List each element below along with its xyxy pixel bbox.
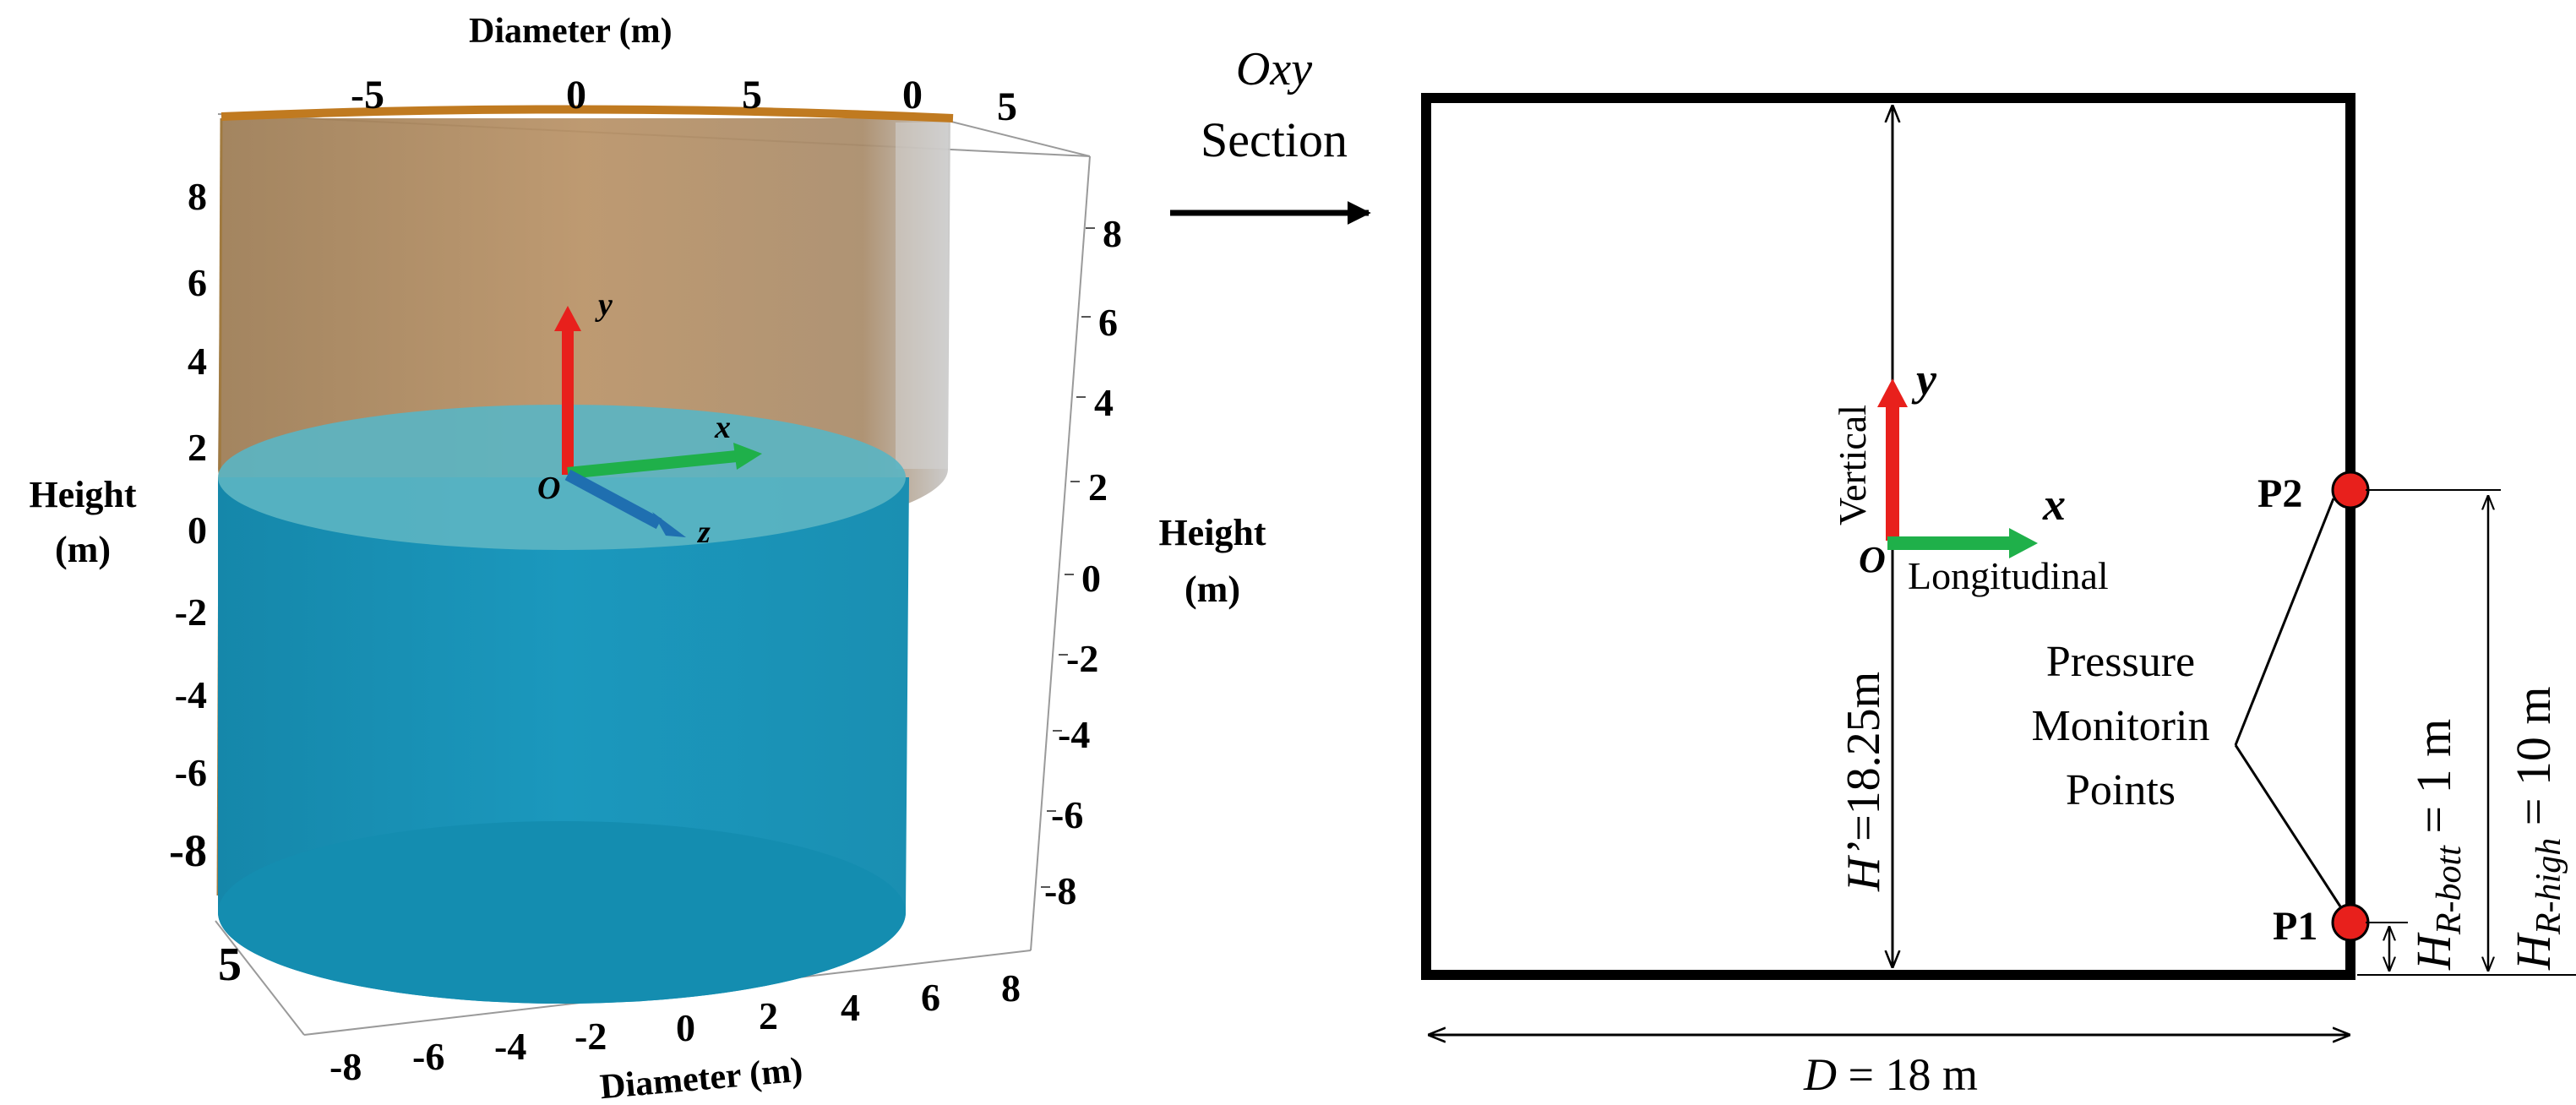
left-axis-title: Height: [29, 474, 136, 515]
axis-z-label: z: [696, 514, 711, 550]
top-axis-title: Diameter (m): [469, 12, 673, 51]
top-axis-ticks: -5 0 5 0 5: [351, 73, 1017, 129]
callout-line-3: Points: [2066, 766, 2176, 814]
section-label-section: Section: [1201, 112, 1348, 167]
left-tick: 0: [188, 509, 207, 552]
height-dimension-label: H’=18.25m: [1838, 672, 1890, 892]
left-tick: 4: [188, 340, 207, 383]
bottom-axis-title: Diameter (m): [598, 1051, 804, 1105]
right-tick: -8: [1044, 869, 1076, 912]
tank-section-outline: [1421, 93, 2355, 980]
longitudinal-label: Longitudinal: [1908, 554, 2109, 597]
callout-line-1: Pressure: [2046, 638, 2195, 686]
right-axis-title: Height: [1158, 512, 1266, 553]
liquid-bottom: [218, 821, 906, 1004]
bottom-tick: -2: [575, 1015, 607, 1058]
left-axis-title-unit: (m): [55, 529, 111, 570]
hbott-label: HR-bott = 1 m: [2406, 719, 2469, 971]
left-tick: -4: [175, 673, 207, 716]
left-tick: 6: [188, 261, 207, 304]
p2-monitoring-point: [2331, 471, 2370, 509]
section-label-oxy: Oxy: [1236, 43, 1312, 95]
top-tick: 5: [742, 73, 762, 117]
top-tick: 0: [902, 73, 923, 117]
p1-label: P1: [2273, 904, 2317, 949]
callout-leader-p1: [2234, 744, 2342, 907]
x-axis-arrow: [567, 450, 738, 479]
hhigh-label: HR-high = 10 m: [2506, 686, 2568, 971]
top-tick: -5: [351, 73, 384, 117]
left-tick: 8: [188, 175, 207, 218]
axis-x-label: x: [714, 410, 731, 445]
section-axis-x: x: [2042, 479, 2066, 530]
top-tick: 0: [566, 73, 586, 117]
bottom-tick: 6: [921, 976, 940, 1019]
right-tick: -4: [1058, 713, 1090, 756]
tank-rim: [221, 105, 954, 122]
section-axis-y: y: [1911, 354, 1937, 405]
bottom-tick: -6: [412, 1035, 444, 1078]
origin-label: O: [537, 471, 560, 506]
axis-y-label: y: [595, 287, 613, 323]
p1-monitoring-point: [2331, 903, 2370, 942]
right-axis-ticks: [1041, 227, 1095, 888]
liquid-free-surface: [218, 405, 906, 550]
bottom-axis-ticks: -8 -6 -4 -2 0 2 4 6 8: [329, 966, 1021, 1088]
bottom-tick: 2: [759, 994, 778, 1037]
right-tick: -6: [1051, 793, 1083, 836]
right-tick: 0: [1081, 557, 1101, 600]
left-tick: -2: [175, 591, 207, 634]
right-axis-tick-labels: 8 6 4 2 0 -2 -4 -6 -8: [1044, 212, 1122, 912]
depth-tick: 5: [218, 939, 242, 991]
right-tick: 2: [1088, 465, 1108, 509]
left-tick: -6: [175, 751, 207, 794]
y-arrow-head: [554, 306, 581, 331]
section-transition: Oxy Section: [1170, 43, 1371, 225]
vertical-label: Vertical: [1831, 405, 1874, 525]
p2-label: P2: [2257, 471, 2302, 516]
right-tick: 4: [1094, 381, 1114, 424]
top-tick: 5: [997, 84, 1017, 129]
left-axis-ticks: 8 6 4 2 0 -2 -4 -6 -8: [169, 175, 207, 876]
z-axis-arrow: [564, 469, 662, 530]
oxy-section-panel: H’=18.25m y x O Vertical Longitudinal P2…: [1421, 93, 2576, 1100]
longitudinal-arrow-head: [2009, 528, 2038, 558]
callout-line-2: Monitorin: [2032, 702, 2210, 750]
bottom-tick: 0: [676, 1006, 695, 1049]
bottom-tick: 8: [1001, 966, 1021, 1010]
bottom-tick: -8: [329, 1045, 362, 1088]
tank-3d-panel: y x z O Diameter (m) -5 0 5 0 5 8 6 4 2 …: [29, 12, 1266, 1105]
axes-3d: [554, 306, 762, 537]
right-tick: 8: [1103, 212, 1122, 255]
tank-wall-right-highlight: [896, 122, 948, 469]
right-tick: -2: [1066, 637, 1098, 680]
callout-leader-p2: [2234, 498, 2335, 746]
right-axis-title-unit: (m): [1185, 569, 1240, 610]
right-tick: 6: [1098, 301, 1118, 344]
section-origin: O: [1859, 539, 1886, 580]
left-tick: -8: [169, 825, 207, 876]
z-arrow-head: [652, 512, 686, 537]
bottom-tick: 4: [841, 986, 860, 1029]
bottom-tick: -4: [494, 1025, 526, 1068]
x-arrow-head: [733, 443, 762, 470]
diameter-label: D = 18 m: [1803, 1049, 1978, 1100]
left-tick: 2: [188, 426, 207, 469]
vertical-arrow-head: [1877, 378, 1908, 407]
